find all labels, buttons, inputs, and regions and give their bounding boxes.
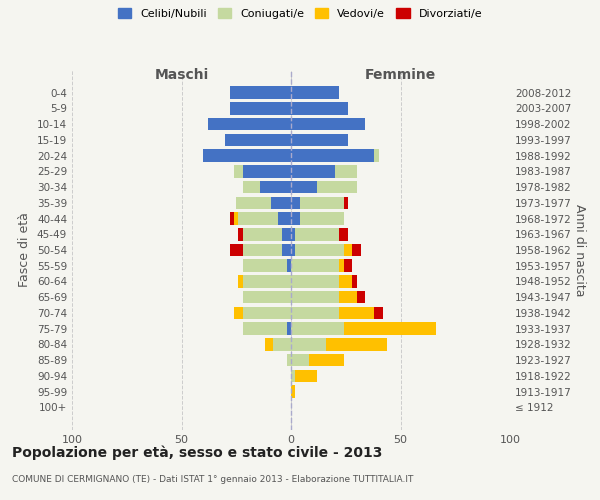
Bar [282,244,291,256]
Bar [291,322,344,335]
Bar [208,118,291,130]
Bar [344,196,348,209]
Bar [291,306,339,319]
Bar [339,228,348,240]
Bar [243,306,291,319]
Bar [352,275,356,288]
Bar [243,322,287,335]
Bar [339,291,356,304]
Bar [300,212,344,225]
Bar [291,370,295,382]
Text: Maschi: Maschi [154,68,209,82]
Bar [291,338,326,350]
Bar [344,244,352,256]
Bar [291,102,348,115]
Bar [287,322,291,335]
Bar [278,212,291,225]
Bar [339,306,374,319]
Text: COMUNE DI CERMIGNANO (TE) - Dati ISTAT 1° gennaio 2013 - Elaborazione TUTTITALIA: COMUNE DI CERMIGNANO (TE) - Dati ISTAT 1… [12,475,413,484]
Bar [291,165,335,177]
Bar [282,228,291,240]
Bar [291,181,317,194]
Bar [291,86,339,99]
Bar [234,165,243,177]
Bar [344,260,352,272]
Bar [238,212,278,225]
Bar [326,338,388,350]
Bar [339,275,352,288]
Bar [291,228,295,240]
Bar [236,196,271,209]
Bar [243,181,260,194]
Bar [291,291,339,304]
Bar [300,196,344,209]
Bar [291,212,300,225]
Bar [295,244,344,256]
Bar [374,150,379,162]
Text: Femmine: Femmine [365,68,436,82]
Bar [238,275,243,288]
Bar [291,150,374,162]
Bar [243,165,291,177]
Bar [230,102,291,115]
Y-axis label: Fasce di età: Fasce di età [19,212,31,288]
Bar [291,244,295,256]
Bar [291,354,308,366]
Bar [230,86,291,99]
Bar [260,181,291,194]
Bar [287,354,291,366]
Bar [308,354,344,366]
Bar [287,260,291,272]
Bar [265,338,274,350]
Bar [352,244,361,256]
Bar [344,322,436,335]
Bar [271,196,291,209]
Bar [243,244,282,256]
Bar [230,244,243,256]
Bar [243,275,291,288]
Bar [295,370,317,382]
Bar [230,212,234,225]
Bar [291,134,348,146]
Legend: Celibi/Nubili, Coniugati/e, Vedovi/e, Divorziati/e: Celibi/Nubili, Coniugati/e, Vedovi/e, Di… [118,8,482,19]
Bar [335,165,357,177]
Bar [243,228,282,240]
Bar [291,118,365,130]
Bar [274,338,291,350]
Bar [243,291,291,304]
Bar [226,134,291,146]
Bar [317,181,357,194]
Bar [357,291,365,304]
Bar [234,306,243,319]
Bar [295,228,339,240]
Bar [374,306,383,319]
Bar [243,260,287,272]
Text: Popolazione per età, sesso e stato civile - 2013: Popolazione per età, sesso e stato civil… [12,445,382,460]
Bar [291,196,300,209]
Bar [291,386,295,398]
Bar [234,212,238,225]
Bar [291,275,339,288]
Bar [339,260,344,272]
Bar [291,260,339,272]
Bar [203,150,291,162]
Y-axis label: Anni di nascita: Anni di nascita [572,204,586,296]
Bar [238,228,243,240]
